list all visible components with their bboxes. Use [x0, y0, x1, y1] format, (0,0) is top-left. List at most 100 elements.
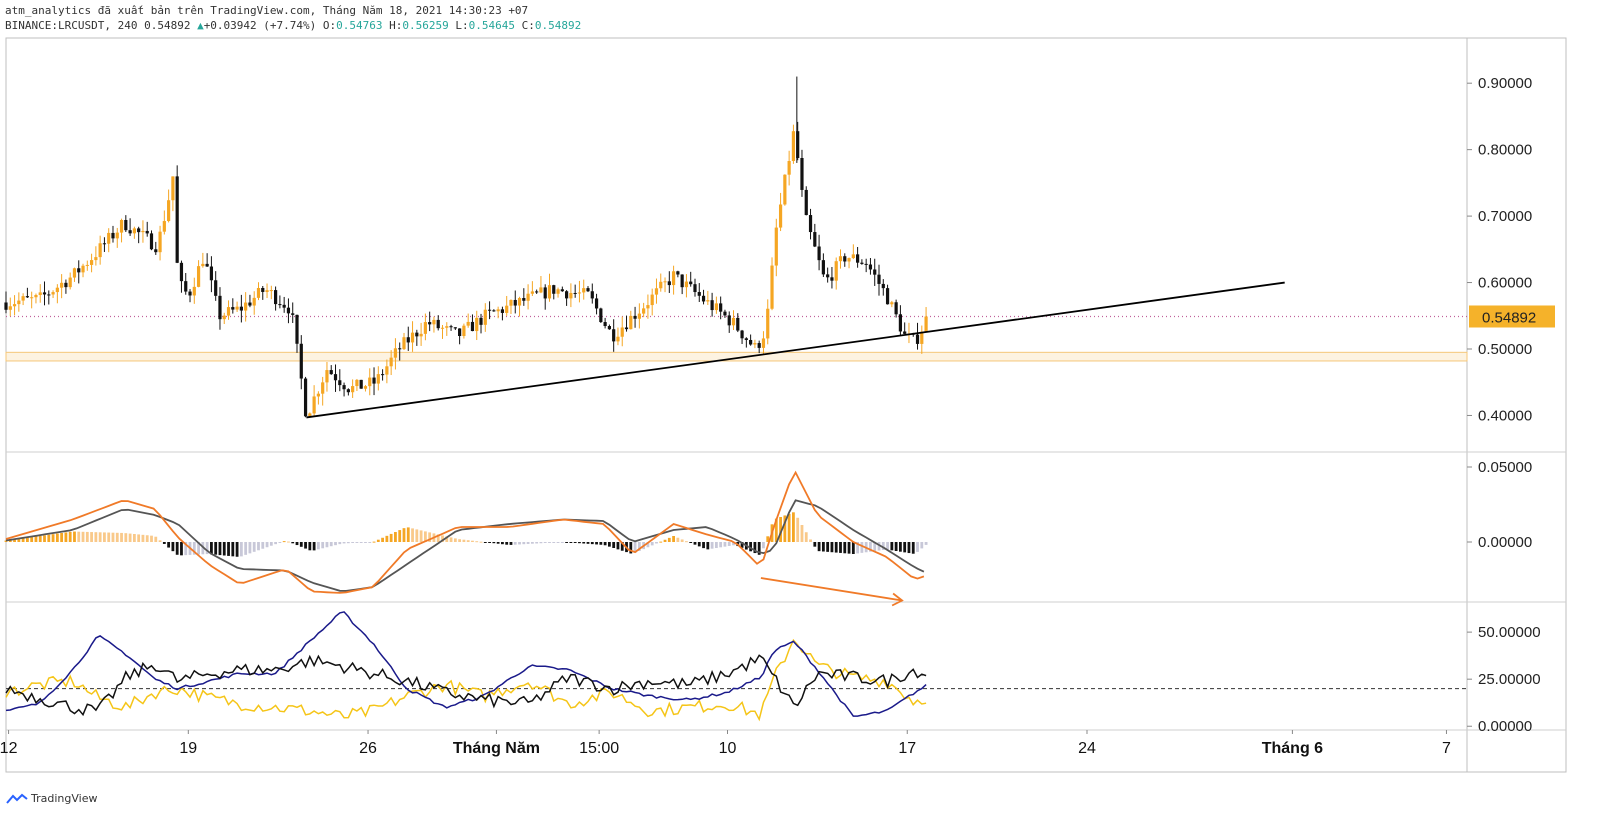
- macd-histogram-bar: [599, 542, 603, 545]
- candle-body: [449, 326, 453, 328]
- candle-body: [663, 281, 667, 283]
- candle: [774, 218, 778, 277]
- macd-histogram-bar: [192, 542, 196, 555]
- candle-body: [783, 174, 787, 205]
- macd-histogram-bar: [175, 542, 179, 555]
- candle: [81, 263, 85, 278]
- macd-histogram-bar: [667, 537, 671, 542]
- candle: [646, 294, 650, 319]
- macd-histogram-bar: [428, 532, 432, 542]
- candle-body: [423, 322, 427, 334]
- candle-body: [920, 331, 924, 344]
- candle: [124, 215, 128, 233]
- candle: [355, 378, 359, 392]
- candle: [582, 279, 586, 300]
- candle: [376, 366, 380, 391]
- candle-body: [804, 189, 808, 216]
- candle: [885, 284, 890, 305]
- candle: [616, 327, 620, 346]
- macd-histogram-bar: [94, 532, 98, 542]
- y-tick-label: 0.05000: [1478, 459, 1532, 476]
- macd-histogram-bar: [90, 532, 93, 542]
- candle: [188, 289, 192, 303]
- candle: [402, 332, 406, 351]
- candle-body: [51, 292, 55, 295]
- candle-body: [432, 319, 436, 325]
- low-label: L:: [455, 19, 469, 32]
- candle-body: [654, 288, 659, 295]
- candle: [813, 223, 817, 248]
- candle-body: [218, 295, 222, 320]
- candle-body: [132, 228, 136, 234]
- candle-body: [256, 287, 261, 298]
- last-price: 0.54892: [144, 19, 191, 32]
- macd-histogram-bar: [535, 542, 539, 544]
- candle-body: [864, 263, 868, 265]
- macd-histogram-bar: [30, 537, 34, 542]
- macd-histogram-bar: [693, 542, 697, 545]
- candle: [761, 331, 766, 355]
- macd-histogram-bar: [441, 535, 444, 542]
- x-tick-label: 24: [1078, 740, 1096, 757]
- candle: [359, 379, 363, 389]
- candle-body: [547, 285, 552, 299]
- tradingview-brand[interactable]: TradingView: [6, 792, 97, 805]
- macd-histogram-bar: [869, 542, 872, 552]
- candle: [458, 328, 462, 345]
- candle-body: [612, 329, 616, 342]
- candle-body: [856, 254, 860, 263]
- candle-body: [684, 281, 689, 288]
- candle-body: [881, 283, 885, 289]
- candle-body: [791, 131, 796, 161]
- macd-histogram-bar: [689, 542, 693, 543]
- candle-body: [667, 281, 671, 286]
- candle-body: [295, 314, 299, 344]
- candle-body: [603, 322, 607, 327]
- candle-body: [205, 263, 209, 267]
- candle: [569, 283, 573, 308]
- macd-histogram-bar: [120, 532, 123, 542]
- macd-histogram-bar: [64, 532, 68, 542]
- candle-body: [316, 393, 320, 397]
- candle: [226, 300, 231, 320]
- candle: [389, 350, 393, 376]
- candle-body: [389, 357, 393, 367]
- macd-histogram-bar: [103, 532, 106, 542]
- candle: [838, 249, 843, 269]
- macd-histogram-bar: [496, 542, 500, 544]
- macd-histogram-bar: [569, 542, 573, 543]
- candle-body: [291, 313, 295, 315]
- macd-histogram-bar: [505, 542, 509, 545]
- candle: [303, 376, 308, 418]
- candle-body: [308, 413, 312, 417]
- candle-body: [915, 334, 920, 344]
- macd-histogram-bar: [727, 542, 731, 546]
- candle-body: [890, 302, 894, 305]
- candle-body: [821, 260, 825, 275]
- macd-histogram-bar: [43, 535, 46, 542]
- macd-histogram-bar: [60, 533, 64, 542]
- macd-histogram-bar: [111, 532, 115, 542]
- candle-body: [440, 327, 445, 329]
- candle: [449, 324, 453, 331]
- macd-histogram-bar: [518, 542, 521, 545]
- candle-body: [517, 298, 522, 306]
- candle-body: [175, 176, 179, 263]
- candle: [791, 124, 796, 164]
- candle-body: [539, 287, 543, 293]
- candle: [723, 309, 727, 318]
- macd-histogram-bar: [740, 542, 744, 548]
- macd-histogram-bar: [492, 542, 496, 544]
- candle-body: [34, 295, 38, 298]
- candle-body: [753, 343, 757, 345]
- candle: [316, 391, 320, 405]
- candle: [175, 165, 179, 264]
- candle-body: [30, 297, 34, 299]
- candle: [410, 321, 415, 352]
- macd-histogram-bar: [650, 542, 654, 546]
- candle: [607, 324, 612, 330]
- candle-body: [85, 264, 89, 266]
- x-tick-label: 26: [359, 740, 377, 757]
- candle: [560, 286, 564, 292]
